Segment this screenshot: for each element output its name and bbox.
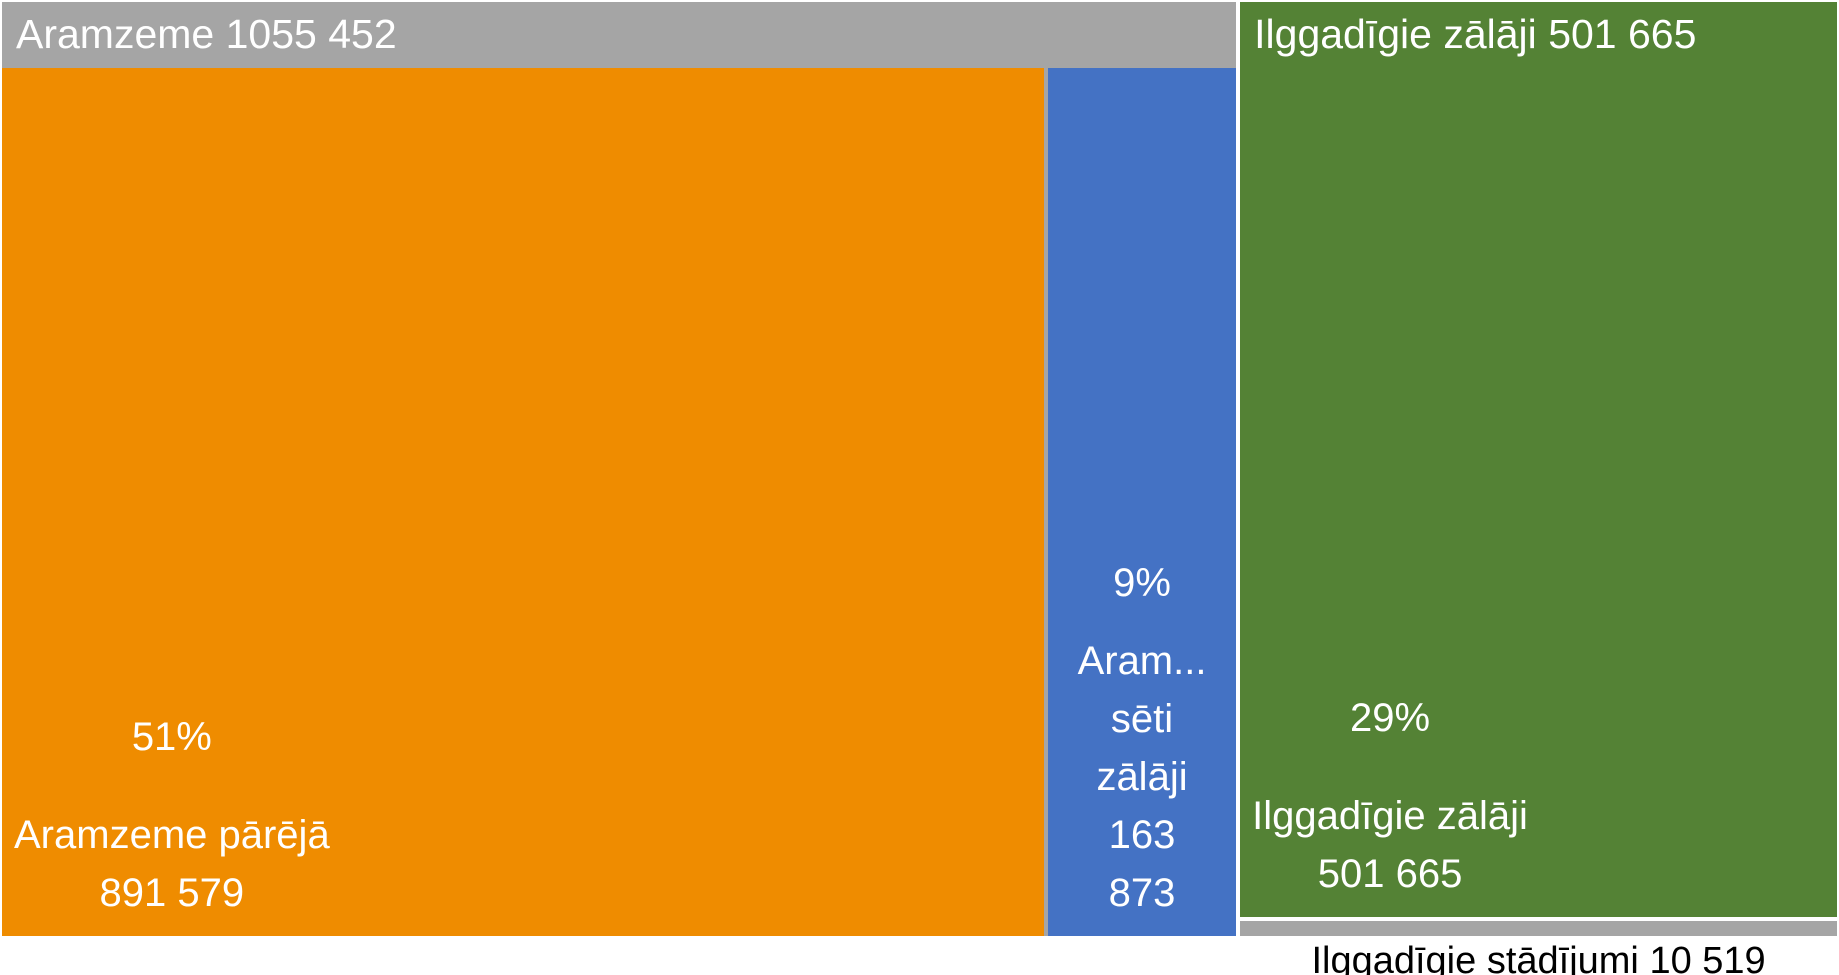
group-box (1240, 920, 1837, 936)
leaf-name: Aramzeme pārējā (14, 813, 330, 857)
group-name: Ilggadīgie zālāji (1254, 11, 1537, 57)
group-value: 501 665 (1548, 11, 1697, 57)
leaf-box: 29% Ilggadīgie zālāji 501 665 (1240, 68, 1837, 917)
leaf-box: 51% Aramzeme pārējā 891 579 (2, 68, 1044, 936)
group-header: Aramzeme 1055 452 (2, 2, 1236, 66)
leaf-box: 9% Aram... sēti zālāji 163 873 (1047, 68, 1237, 936)
group-value: 1055 452 (225, 11, 397, 57)
percent-label: 9% (1113, 561, 1171, 605)
leaf-label: 29% Ilggadīgie zālāji 501 665 (1252, 689, 1528, 903)
percent-label: 29% (1349, 695, 1431, 740)
leaf-value: 501 665 (1317, 851, 1463, 896)
leaf-label: 9% Aram... sēti zālāji 163 873 (1070, 554, 1214, 922)
leaf-name: Aram... sēti zālāji (1077, 639, 1207, 799)
group-name: Ilggadīgie stādījumi (1311, 940, 1639, 975)
leaf-value: 891 579 (99, 871, 245, 915)
group-value: 10 519 (1649, 940, 1766, 975)
leaf-value: 163 873 (1108, 813, 1176, 915)
group-name: Aramzeme (16, 11, 215, 57)
group-label: Ilggadīgie stādījumi 10 519 (1238, 940, 1839, 975)
percent-label: 51% (131, 715, 212, 759)
leaf-label: 51% Aramzeme pārējā 891 579 (14, 708, 330, 922)
leaf-name: Ilggadīgie zālāji (1252, 793, 1528, 838)
group-header: Ilggadīgie zālāji 501 665 (1240, 2, 1837, 66)
